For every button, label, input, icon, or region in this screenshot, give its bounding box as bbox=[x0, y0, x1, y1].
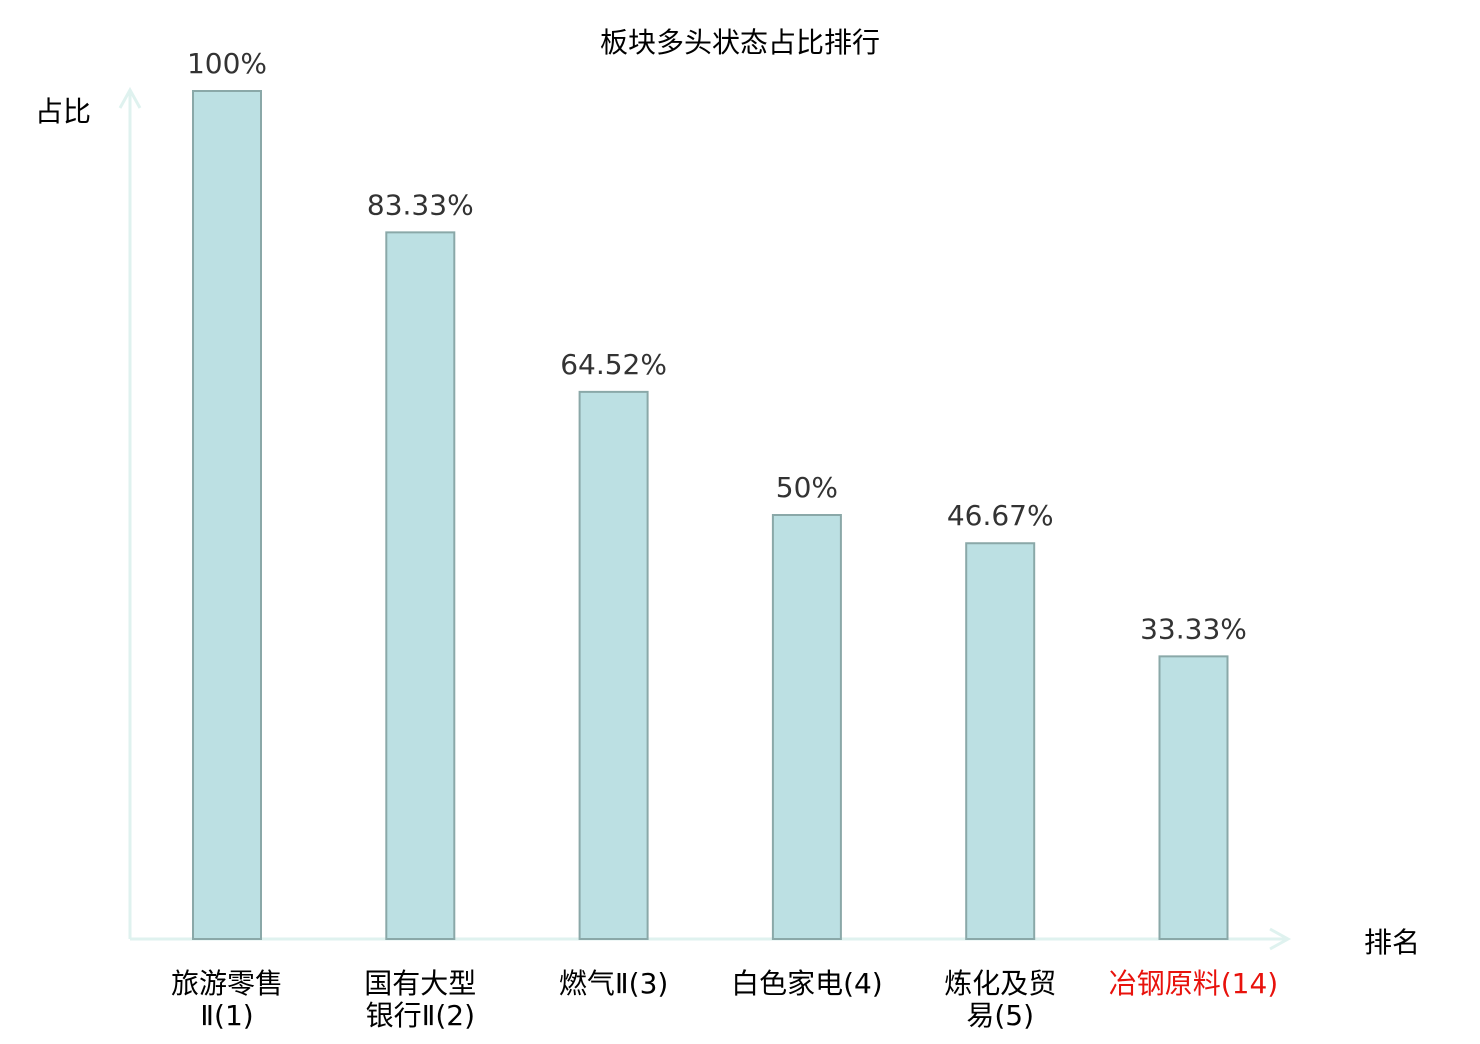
x-tick-label: 旅游零售 bbox=[171, 967, 283, 1000]
data-label: 33.33% bbox=[1140, 612, 1247, 645]
x-axis-label: 排名 bbox=[1364, 926, 1420, 959]
chart-title: 板块多头状态占比排行 bbox=[600, 26, 880, 59]
x-axis-arrow bbox=[1269, 927, 1292, 951]
bar bbox=[965, 542, 1036, 940]
bar bbox=[192, 90, 262, 940]
data-label: 83.33% bbox=[367, 188, 474, 221]
x-tick-label: 白色家电(4) bbox=[731, 967, 883, 1000]
bar bbox=[1158, 655, 1229, 940]
x-tick-label: 国有大型 bbox=[364, 967, 476, 1000]
y-axis-label: 占比 bbox=[35, 95, 91, 128]
axes bbox=[118, 86, 1292, 951]
data-label: 50% bbox=[776, 471, 838, 504]
bar bbox=[771, 514, 842, 940]
bar bbox=[385, 231, 456, 941]
x-tick-label: 易(5) bbox=[966, 999, 1034, 1032]
bar bbox=[578, 390, 649, 940]
data-label: 46.67% bbox=[947, 499, 1054, 532]
data-label: 100% bbox=[187, 47, 267, 80]
x-tick-label: 燃气Ⅱ(3) bbox=[559, 967, 668, 1000]
x-tick-label: 冶钢原料(14) bbox=[1109, 967, 1278, 1000]
x-tick-label: 炼化及贸 bbox=[944, 967, 1056, 1000]
x-tick-label: 银行Ⅱ(2) bbox=[366, 999, 475, 1032]
x-tick-label: Ⅱ(1) bbox=[200, 999, 253, 1032]
y-axis-arrow bbox=[118, 86, 142, 109]
data-label: 64.52% bbox=[560, 348, 667, 381]
